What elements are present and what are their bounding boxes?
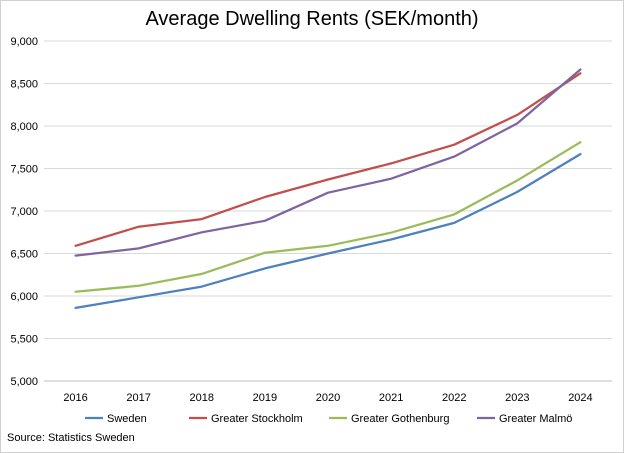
series-line [74, 141, 582, 293]
y-tick-label: 5,500 [10, 334, 38, 346]
x-tick-label: 2021 [379, 392, 403, 404]
x-tick-label: 2020 [316, 392, 340, 404]
y-tick-label: 9,000 [10, 36, 38, 48]
x-tick-label: 2022 [442, 392, 466, 404]
series-line [74, 68, 582, 257]
x-tick-label: 2023 [505, 392, 529, 404]
y-tick-label: 8,500 [10, 79, 38, 91]
y-tick-label: 8,000 [10, 121, 38, 133]
legend-label: Greater Stockholm [211, 413, 303, 425]
chart-title: Average Dwelling Rents (SEK/month) [145, 8, 479, 30]
x-tick-label: 2016 [63, 392, 87, 404]
x-tick-label: 2024 [568, 392, 592, 404]
y-tick-label: 6,000 [10, 291, 38, 303]
series-line [74, 152, 582, 310]
x-tick-label: 2017 [126, 392, 150, 404]
legend-label: Greater Gothenburg [351, 413, 449, 425]
legend-label: Greater Malmö [499, 413, 572, 425]
y-tick-label: 7,000 [10, 206, 38, 218]
source-note: Source: Statistics Sweden [7, 432, 135, 444]
legend-label: Sweden [107, 413, 147, 425]
x-tick-label: 2018 [190, 392, 214, 404]
x-tick-label: 2019 [253, 392, 277, 404]
series-line [74, 72, 582, 247]
y-tick-label: 7,500 [10, 164, 38, 176]
y-tick-label: 5,000 [10, 376, 38, 388]
y-tick-label: 6,500 [10, 249, 38, 261]
